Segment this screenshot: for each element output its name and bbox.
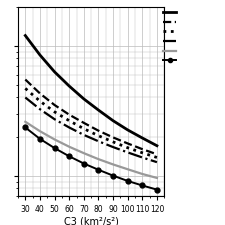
X-axis label: C3 (km²/s²): C3 (km²/s²) (64, 216, 119, 225)
Legend: , , , , , : , , , , , (161, 7, 179, 66)
